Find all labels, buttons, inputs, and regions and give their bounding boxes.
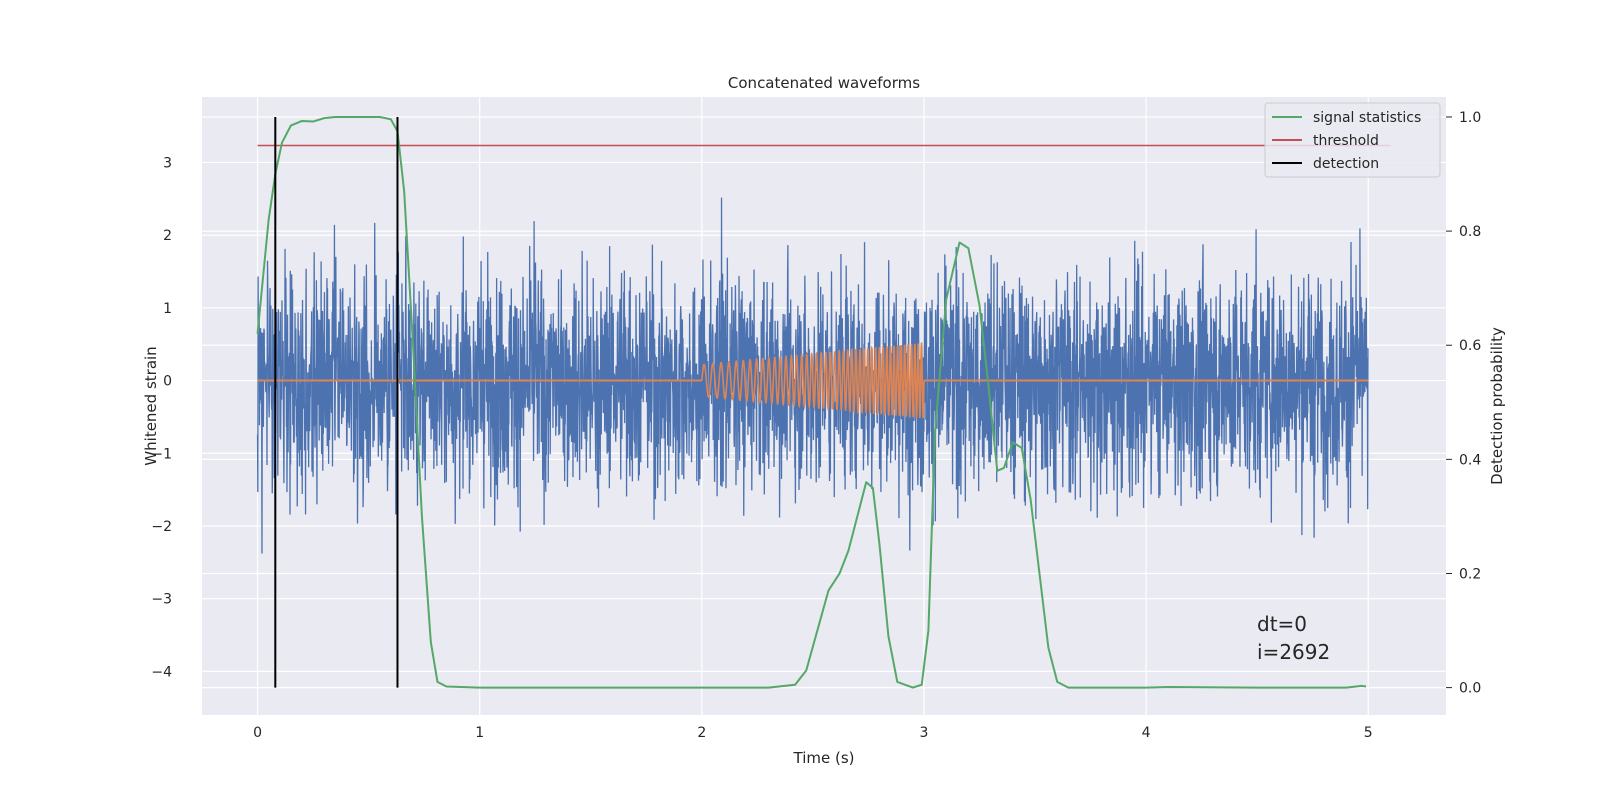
- legend-box: [1264, 102, 1441, 178]
- y2-axis-label: Detection probability: [1488, 327, 1506, 485]
- annotation-index: i=2692: [1257, 640, 1330, 664]
- annotation-dt: dt=0: [1257, 612, 1307, 636]
- y-tick-label: −2: [151, 519, 172, 535]
- y-tick-label: 2: [163, 228, 172, 244]
- y2-tick-label: 0.0: [1459, 681, 1481, 697]
- x-tick-label: 1: [475, 725, 484, 741]
- y2-tick-label: 0.6: [1459, 338, 1481, 354]
- y-tick-label: −1: [151, 446, 172, 462]
- y2-tick-label: 0.8: [1459, 224, 1481, 240]
- y2-tick-label: 0.4: [1459, 452, 1481, 468]
- y-tick-label: 1: [163, 301, 172, 317]
- y-tick-label: −3: [151, 592, 172, 608]
- y2-tick-label: 0.2: [1459, 566, 1481, 582]
- x-tick-label: 0: [253, 725, 262, 741]
- signal-statistics-line: [256, 115, 1367, 689]
- legend-label-detection: detection: [1313, 156, 1379, 172]
- x-tick-label: 4: [1142, 725, 1151, 741]
- x-tick-label: 2: [697, 725, 706, 741]
- y-tick-label: −4: [151, 664, 172, 680]
- legend-label-signal-statistics: signal statistics: [1313, 110, 1421, 126]
- y-tick-label: 3: [163, 155, 172, 171]
- legend: signal statistics threshold detection: [1264, 102, 1441, 178]
- y-axis-label: Whitened strain: [142, 346, 160, 465]
- chirp-waveform-line: [701, 342, 925, 419]
- y-tick-label: 0: [163, 374, 172, 390]
- detection-overlays: [256, 115, 1391, 689]
- chart-title: Concatenated waveforms: [728, 74, 920, 92]
- x-axis-label: Time (s): [793, 749, 855, 767]
- y2-tick-label: 1.0: [1459, 110, 1481, 126]
- injected-chirp-series: [257, 342, 1369, 419]
- legend-label-threshold: threshold: [1313, 133, 1379, 149]
- tick-labels: 0 1 2 3 4 5 −4 −3 −2 −1 0 1 2 3 0.0 0.2 0.4 0.6 0.8 1.0: [151, 110, 1481, 741]
- x-tick-label: 5: [1364, 725, 1373, 741]
- x-tick-label: 3: [920, 725, 929, 741]
